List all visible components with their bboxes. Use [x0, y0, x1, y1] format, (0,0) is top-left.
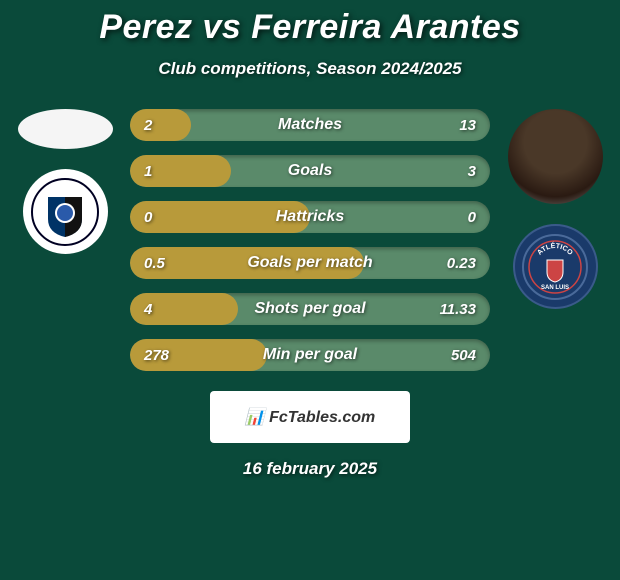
stat-row: 278Min per goal504	[130, 339, 490, 371]
date-label: 16 february 2025	[0, 459, 620, 479]
club-logo-left	[23, 169, 108, 254]
stat-left-value: 278	[144, 347, 204, 364]
stat-right-value: 0	[416, 209, 476, 226]
club-logo-right: ATLÉTICO SAN LUIS	[513, 224, 598, 309]
left-player-column	[10, 109, 120, 371]
stat-row: 2Matches13	[130, 109, 490, 141]
svg-text:SAN LUIS: SAN LUIS	[541, 285, 569, 291]
player-left-avatar	[18, 109, 113, 149]
stat-row: 0.5Goals per match0.23	[130, 247, 490, 279]
stat-left-value: 4	[144, 301, 204, 318]
stat-left-value: 0.5	[144, 255, 204, 272]
subtitle: Club competitions, Season 2024/2025	[0, 59, 620, 79]
stat-right-value: 504	[416, 347, 476, 364]
stat-left-value: 1	[144, 163, 204, 180]
atletico-crest-icon: ATLÉTICO SAN LUIS	[520, 232, 590, 302]
stat-left-value: 2	[144, 117, 204, 134]
stat-label: Goals	[204, 162, 416, 180]
stat-row: 0Hattricks0	[130, 201, 490, 233]
stat-right-value: 0.23	[416, 255, 476, 272]
stat-label: Hattricks	[204, 208, 416, 226]
right-player-column: ATLÉTICO SAN LUIS	[500, 109, 610, 371]
stat-row: 4Shots per goal11.33	[130, 293, 490, 325]
branding-logo[interactable]: 📊 FcTables.com	[210, 391, 410, 443]
stat-label: Shots per goal	[204, 300, 416, 318]
stat-right-value: 3	[416, 163, 476, 180]
stat-label: Min per goal	[204, 346, 416, 364]
stat-label: Matches	[204, 116, 416, 134]
stats-column: 2Matches131Goals30Hattricks00.5Goals per…	[120, 109, 500, 371]
stat-row: 1Goals3	[130, 155, 490, 187]
page-title: Perez vs Ferreira Arantes	[0, 8, 620, 47]
content-area: 2Matches131Goals30Hattricks00.5Goals per…	[0, 109, 620, 371]
stat-right-value: 13	[416, 117, 476, 134]
stat-label: Goals per match	[204, 254, 416, 272]
player-right-avatar	[508, 109, 603, 204]
queretaro-crest-icon	[30, 177, 100, 247]
stat-right-value: 11.33	[416, 301, 476, 318]
stat-left-value: 0	[144, 209, 204, 226]
